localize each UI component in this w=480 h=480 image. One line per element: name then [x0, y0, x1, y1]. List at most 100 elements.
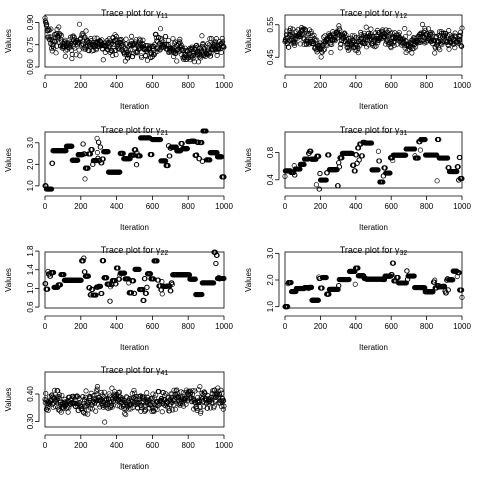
trace-point [159, 291, 165, 297]
x-tick-label: 0 [283, 202, 288, 211]
trace-point [402, 26, 408, 32]
plot-title: Trace plot for γ12 [340, 8, 408, 20]
trace-point [99, 290, 105, 297]
x-tick-label: 0 [43, 202, 48, 211]
trace-point [389, 272, 395, 278]
plot-title: Trace plot for γ11 [101, 8, 168, 20]
trace-point [292, 40, 298, 46]
plot-title-subscript: 31 [399, 130, 407, 137]
trace-point [81, 255, 87, 261]
trace-point [122, 51, 128, 57]
x-tick-label: 400 [110, 202, 124, 211]
x-tick-label: 200 [74, 81, 88, 90]
trace-point [311, 40, 317, 46]
trace-point [131, 42, 137, 48]
trace-point [446, 28, 452, 34]
trace-point [300, 26, 306, 33]
trace-point [206, 50, 212, 56]
trace-point [207, 157, 213, 163]
trace-point [323, 275, 329, 281]
trace-point [69, 143, 75, 149]
trace-point [45, 405, 51, 411]
trace-point [169, 281, 175, 288]
trace-point [179, 43, 185, 49]
trace-point [286, 44, 292, 50]
trace-point [90, 286, 96, 293]
y-tick-label: 0.30 [26, 413, 35, 429]
trace-point [198, 55, 204, 61]
trace-points [282, 136, 465, 192]
trace-point [159, 278, 165, 285]
trace-point [196, 54, 203, 60]
trace-point [163, 391, 169, 397]
x-tick-label: 800 [182, 202, 196, 211]
trace-point [419, 21, 425, 27]
trace-point [122, 399, 128, 405]
trace-point [75, 394, 81, 400]
trace-point [143, 53, 149, 59]
trace-point [213, 260, 219, 267]
trace-point [204, 405, 211, 411]
trace-point [431, 279, 437, 285]
trace-point [218, 49, 224, 55]
trace-point [132, 290, 138, 296]
trace-point [219, 154, 225, 160]
trace-point [103, 396, 109, 403]
y-axis-label: Values [244, 148, 253, 172]
trace-point [214, 52, 220, 59]
trace-point [309, 284, 315, 290]
trace-point [402, 34, 408, 40]
trace-point [77, 53, 83, 59]
trace-point [76, 21, 83, 27]
trace-point [89, 147, 95, 153]
trace-point [315, 297, 321, 303]
plot-frame [44, 131, 225, 189]
trace-point [189, 45, 195, 52]
trace-point [97, 283, 104, 289]
plot-title: Trace plot for γ32 [340, 245, 408, 257]
plot-title: Trace plot for γ41 [101, 365, 169, 377]
trace-points [282, 260, 465, 310]
trace-point [62, 53, 68, 59]
trace-point [390, 158, 396, 164]
trace-point [345, 47, 351, 54]
trace-point [56, 392, 63, 398]
trace-point [135, 405, 141, 411]
trace-point [170, 36, 176, 42]
y-tick-label: 1.4 [26, 264, 35, 276]
trace-point [144, 57, 150, 63]
trace-point [136, 36, 143, 42]
trace-point [316, 153, 322, 159]
trace-point [132, 390, 138, 396]
x-tick-label: 200 [74, 202, 88, 211]
x-tick-label: 600 [385, 81, 399, 90]
trace-point [208, 53, 214, 59]
trace-point [140, 287, 146, 293]
y-tick-label: 0.4 [266, 174, 275, 186]
trace-point [409, 50, 415, 56]
trace-points [42, 249, 227, 304]
y-tick-label: 0.75 [26, 36, 35, 52]
y-axis-label: Values [244, 29, 253, 53]
trace-point [406, 30, 412, 36]
trace-point [369, 140, 375, 146]
trace-point [433, 33, 439, 39]
trace-point [102, 49, 108, 55]
trace-point [200, 41, 206, 47]
x-tick-label: 400 [110, 322, 124, 331]
trace-point [105, 149, 111, 155]
plot-title-text: Trace plot for γ [340, 8, 400, 18]
trace-point [323, 177, 329, 183]
trace-point [335, 183, 341, 189]
x-tick-label: 800 [182, 322, 196, 331]
trace-point [445, 155, 451, 161]
trace-point [432, 277, 438, 283]
trace-point [80, 258, 86, 264]
trace-point [446, 46, 452, 52]
trace-point [184, 56, 190, 62]
x-tick-label: 800 [420, 322, 434, 331]
trace-point [167, 153, 173, 159]
x-axis-label: Iteration [120, 343, 149, 352]
trace-point [139, 41, 145, 47]
